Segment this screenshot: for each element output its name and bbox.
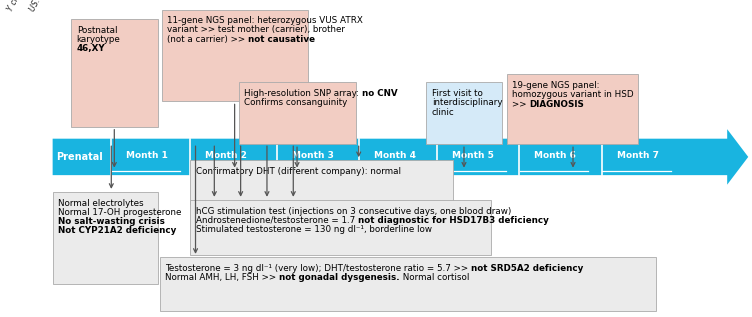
- Text: DIAGNOSIS: DIAGNOSIS: [529, 100, 584, 109]
- Text: Month 2: Month 2: [205, 151, 247, 160]
- Text: Normal AMH, LH, FSH >>: Normal AMH, LH, FSH >>: [165, 273, 279, 282]
- FancyBboxPatch shape: [507, 74, 638, 144]
- Text: Not CYP21A2 deficiency: Not CYP21A2 deficiency: [58, 226, 176, 235]
- Text: Month 6: Month 6: [534, 151, 576, 160]
- Text: 11-gene NGS panel: heterozygous VUS ATRX: 11-gene NGS panel: heterozygous VUS ATRX: [167, 16, 362, 25]
- Text: Confirms consanguinity: Confirms consanguinity: [244, 98, 347, 107]
- Text: Normal 17-OH progesterone: Normal 17-OH progesterone: [58, 208, 181, 217]
- Text: not gonadal dysgenesis.: not gonadal dysgenesis.: [279, 273, 400, 282]
- Text: (not a carrier) >>: (not a carrier) >>: [167, 35, 248, 44]
- Text: hCG stimulation test (injections on 3 consecutive days, one blood draw): hCG stimulation test (injections on 3 co…: [196, 207, 511, 216]
- Text: Confirmatory DHT (different company): normal: Confirmatory DHT (different company): no…: [196, 167, 401, 176]
- Text: homozygous variant in HSD: homozygous variant in HSD: [512, 90, 634, 100]
- Text: 19-gene NGS panel:: 19-gene NGS panel:: [512, 81, 599, 90]
- Text: Prenatal: Prenatal: [56, 152, 103, 162]
- Text: Y chromosome: Y chromosome: [5, 0, 41, 13]
- Text: US: female genitalia: US: female genitalia: [28, 0, 74, 13]
- Text: not causative: not causative: [248, 35, 315, 44]
- Text: Month 3: Month 3: [292, 151, 334, 160]
- Text: Month 5: Month 5: [452, 151, 494, 160]
- FancyBboxPatch shape: [190, 160, 453, 204]
- FancyBboxPatch shape: [160, 257, 656, 311]
- Text: Normal electrolytes: Normal electrolytes: [58, 199, 144, 208]
- Text: variant >> test mother (carrier), brother: variant >> test mother (carrier), brothe…: [167, 25, 345, 35]
- FancyBboxPatch shape: [190, 200, 491, 255]
- Text: clinic: clinic: [432, 107, 454, 117]
- Text: Postnatal: Postnatal: [77, 26, 117, 35]
- Text: Month 7: Month 7: [617, 151, 659, 160]
- Text: Month 1: Month 1: [126, 151, 168, 160]
- Text: Month 4: Month 4: [374, 151, 416, 160]
- Text: Androstenedione/testosterone = 1.7: Androstenedione/testosterone = 1.7: [196, 216, 357, 225]
- Text: No salt-wasting crisis: No salt-wasting crisis: [58, 217, 165, 226]
- Text: Stimulated testosterone = 130 ng dl⁻¹, borderline low: Stimulated testosterone = 130 ng dl⁻¹, b…: [196, 225, 432, 234]
- Text: Testosterone = 3 ng dl⁻¹ (very low); DHT/testosterone ratio = 5.7 >>: Testosterone = 3 ng dl⁻¹ (very low); DHT…: [165, 264, 472, 273]
- Text: interdisciplinary: interdisciplinary: [432, 98, 502, 107]
- FancyBboxPatch shape: [162, 10, 308, 101]
- Text: 46,XY: 46,XY: [77, 44, 105, 53]
- Text: First visit to: First visit to: [432, 89, 483, 98]
- Text: karyotype: karyotype: [77, 35, 120, 44]
- FancyBboxPatch shape: [53, 192, 158, 284]
- Text: High-resolution SNP array:: High-resolution SNP array:: [244, 89, 362, 98]
- Text: >>: >>: [512, 100, 529, 109]
- Text: not diagnostic for HSD17B3 deficiency: not diagnostic for HSD17B3 deficiency: [357, 216, 548, 225]
- FancyBboxPatch shape: [426, 82, 502, 144]
- Text: no CNV: no CNV: [362, 89, 398, 98]
- Text: Normal cortisol: Normal cortisol: [400, 273, 469, 282]
- Text: not SRD5A2 deficiency: not SRD5A2 deficiency: [472, 264, 584, 273]
- FancyBboxPatch shape: [239, 82, 356, 144]
- Polygon shape: [53, 129, 748, 184]
- FancyBboxPatch shape: [71, 19, 158, 127]
